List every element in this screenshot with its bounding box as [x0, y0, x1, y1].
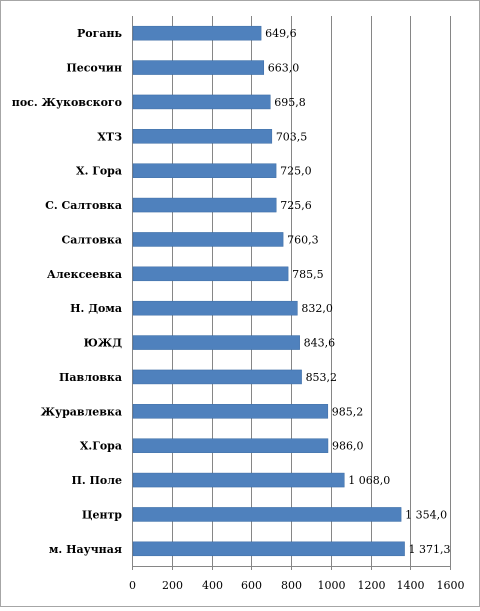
bar	[132, 163, 277, 178]
category-label: Х. Гора	[76, 165, 122, 178]
bar	[132, 438, 329, 453]
x-tick-label: 400	[202, 579, 223, 592]
bar	[132, 232, 284, 247]
category-label: м. Научная	[49, 543, 122, 556]
data-label: 760,3	[287, 233, 319, 246]
bar	[132, 60, 265, 75]
bar	[132, 369, 302, 385]
bar	[132, 197, 277, 213]
category-label: Х.Гора	[80, 440, 122, 453]
x-tick-label: 1000	[318, 579, 346, 592]
data-label: 1 068,0	[348, 474, 390, 487]
data-label: 986,0	[332, 440, 364, 453]
x-tick-label: 200	[162, 579, 183, 592]
x-tick-label: 1400	[397, 579, 425, 592]
data-label: 853,2	[306, 371, 338, 384]
category-label: Павловка	[59, 371, 122, 384]
category-label: Журавлевка	[41, 405, 122, 418]
data-label: 649,6	[265, 27, 297, 40]
category-label: Н. Дома	[70, 302, 122, 315]
data-label: 843,6	[304, 337, 336, 350]
data-label: 663,0	[268, 62, 300, 75]
category-label: П. Поле	[71, 474, 122, 487]
x-tick-label: 600	[241, 579, 262, 592]
data-label: 725,6	[280, 199, 312, 212]
category-label: С. Салтовка	[45, 199, 122, 212]
category-label: ЮЖД	[84, 337, 123, 350]
x-axis: 0 200 400 600 800 1000 1200 1400 1600	[129, 579, 465, 592]
category-label: ХТЗ	[97, 130, 122, 143]
bar	[132, 541, 405, 557]
data-label: 1 371,3	[409, 543, 451, 556]
x-tick-label: 1600	[437, 579, 465, 592]
category-label: Песочин	[66, 62, 122, 75]
bar	[132, 129, 273, 144]
data-label: 703,5	[276, 130, 308, 143]
x-tick-label: 1200	[358, 579, 386, 592]
data-label: 1 354,0	[405, 508, 447, 521]
data-label: 695,8	[274, 96, 306, 109]
category-label: Рогань	[77, 27, 123, 40]
data-label: 725,0	[280, 165, 312, 178]
data-label: 785,5	[292, 268, 324, 281]
bar	[132, 404, 329, 419]
bar	[132, 94, 271, 110]
category-label: Алексеевка	[47, 268, 122, 281]
data-label: 985,2	[332, 405, 364, 418]
bar	[132, 25, 262, 41]
category-label: Центр	[82, 508, 122, 521]
category-label: Салтовка	[61, 233, 122, 246]
x-tick-label: 0	[129, 579, 136, 592]
bar	[132, 266, 289, 282]
bar-layer	[132, 25, 405, 557]
x-tick-label: 800	[281, 579, 302, 592]
data-label: 832,0	[301, 302, 333, 315]
bar	[132, 507, 402, 522]
bar	[132, 335, 300, 350]
bar	[132, 472, 345, 488]
category-label: пос. Жуковского	[12, 96, 122, 109]
label-layer: Рогань 649,6 Песочин 663,0 пос. Жуковского 69…	[12, 27, 451, 556]
bar	[132, 300, 298, 316]
